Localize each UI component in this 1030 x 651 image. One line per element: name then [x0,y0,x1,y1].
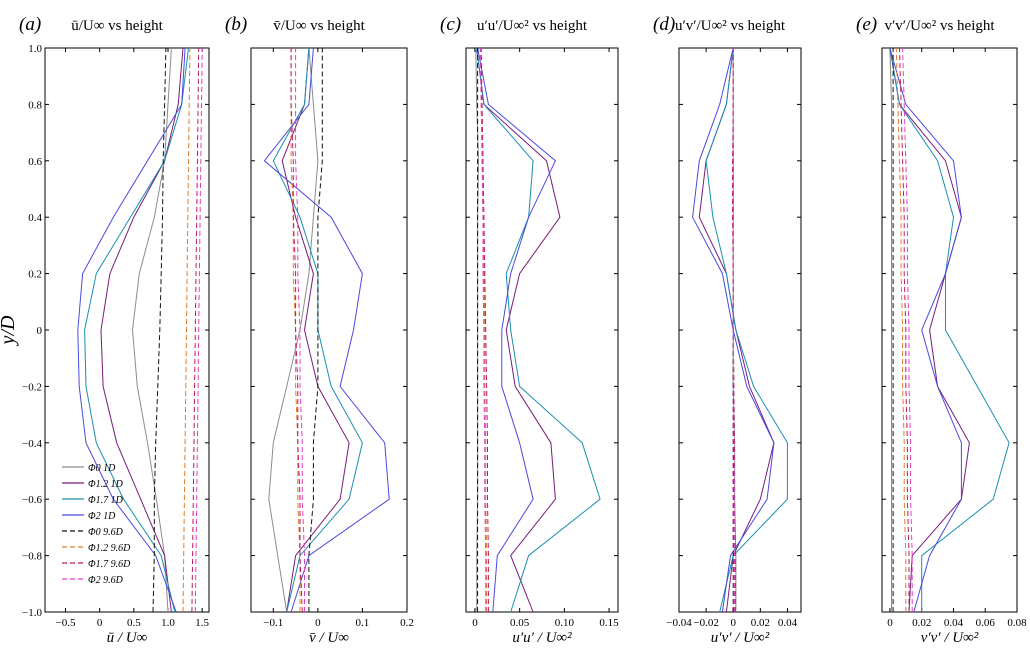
panel-title: v̄/U∞ vs height [273,18,365,34]
y-axis-label: y/D [0,315,19,346]
series-line [191,47,200,613]
y-tick-label: 0.6 [28,156,42,168]
legend-label: Φ1.2 1D [88,479,124,490]
x-tick-label: 0.15 [599,617,619,629]
series-line [698,47,775,613]
series-line [902,47,913,612]
y-tick-label: 0.2 [28,269,42,281]
plot-frame [678,47,802,613]
x-tick-label: 0.10 [555,617,575,629]
series-line [77,47,186,613]
y-tick-label: −0.4 [22,438,42,450]
x-tick-label: 0.05 [510,617,530,629]
legend-label: Φ0 9.6D [88,527,124,538]
x-tick-label: −0.5 [56,617,76,629]
panel-title: v′v′/U∞² vs height [884,18,995,34]
series-line [131,47,172,613]
panel-label: (a) [19,14,41,35]
panel-label: (d) [653,14,675,35]
series-line [899,47,910,612]
series-line [295,48,305,612]
series-line [281,47,350,613]
series-line [889,47,892,612]
x-tick-label: −0.04 [666,617,692,629]
x-tick-label: 0.04 [778,617,798,629]
legend-label: Φ1.2 9.6D [88,543,131,554]
legend-label: Φ1.7 9.6D [88,559,131,570]
series-line [308,48,323,612]
x-tick-label: 1.0 [161,617,175,629]
x-tick-label: 0.08 [1007,617,1027,629]
x-tick-label: 0.06 [976,617,996,629]
panel-title: u′v′/U∞² vs height [675,18,786,34]
x-tick-label: 0.5 [127,617,141,629]
x-axis-label: u′u′ / U∞² [512,630,572,646]
y-tick-label: 1.0 [28,43,42,55]
x-tick-label: 0 [97,617,103,629]
series-line [263,47,390,613]
series-line [889,47,970,613]
series-line [732,48,736,612]
x-tick-label: 0.1 [356,617,370,629]
x-tick-label: 0.04 [944,617,964,629]
legend-label: Φ0 1D [88,463,116,474]
x-tick-label: 0.02 [751,617,770,629]
series-line [194,47,203,613]
y-tick-label: −0.2 [22,381,42,393]
y-tick-label: −0.8 [22,551,42,563]
x-tick-label: 0 [730,617,736,629]
y-tick-label: −0.6 [22,494,42,506]
x-tick-label: 0.2 [400,617,414,629]
y-tick-label: −1.0 [22,607,42,619]
x-tick-label: 0 [315,617,321,629]
x-tick-label: 1.5 [195,617,209,629]
series-line [182,47,191,613]
panel-title: ū/U∞ vs height [71,18,163,34]
x-axis-label: v̄ / U∞ [309,630,349,646]
series-line [476,47,561,613]
series-line [476,47,601,613]
series-line [84,47,189,613]
x-tick-label: 0 [472,617,478,629]
panel-label: (c) [440,14,461,35]
x-axis-label: u′v′ / U∞² [711,630,770,646]
y-tick-label: 0 [37,325,43,337]
x-tick-label: 0 [887,617,893,629]
y-tick-label: 0.4 [28,212,42,224]
panel-title: u′u′/U∞² vs height [477,18,588,34]
series-line [100,47,184,613]
x-tick-label: −0.1 [263,617,283,629]
plot-frame [250,47,408,613]
panel-label: (e) [856,14,877,35]
x-tick-label: 0.02 [912,617,931,629]
series-line [889,47,962,613]
series-line [705,47,788,613]
x-tick-label: −0.02 [693,617,718,629]
series-line [895,47,907,612]
series-line [889,47,1010,612]
plot-frame [465,47,619,613]
series-line [477,47,557,613]
y-tick-label: 0.8 [28,99,42,111]
series-line [480,47,489,612]
legend-label: Φ2 9.6D [88,575,124,586]
panel-label: (b) [225,14,247,35]
series-line [479,47,487,612]
series-line [152,47,167,613]
x-axis-label: v′v′ / U∞² [921,630,979,646]
series-line [290,48,303,613]
x-axis-label: ū / U∞ [107,630,148,646]
legend-label: Φ2 1D [88,511,116,522]
legend-label: Φ1.7 1D [88,495,124,506]
series-line [479,47,488,612]
